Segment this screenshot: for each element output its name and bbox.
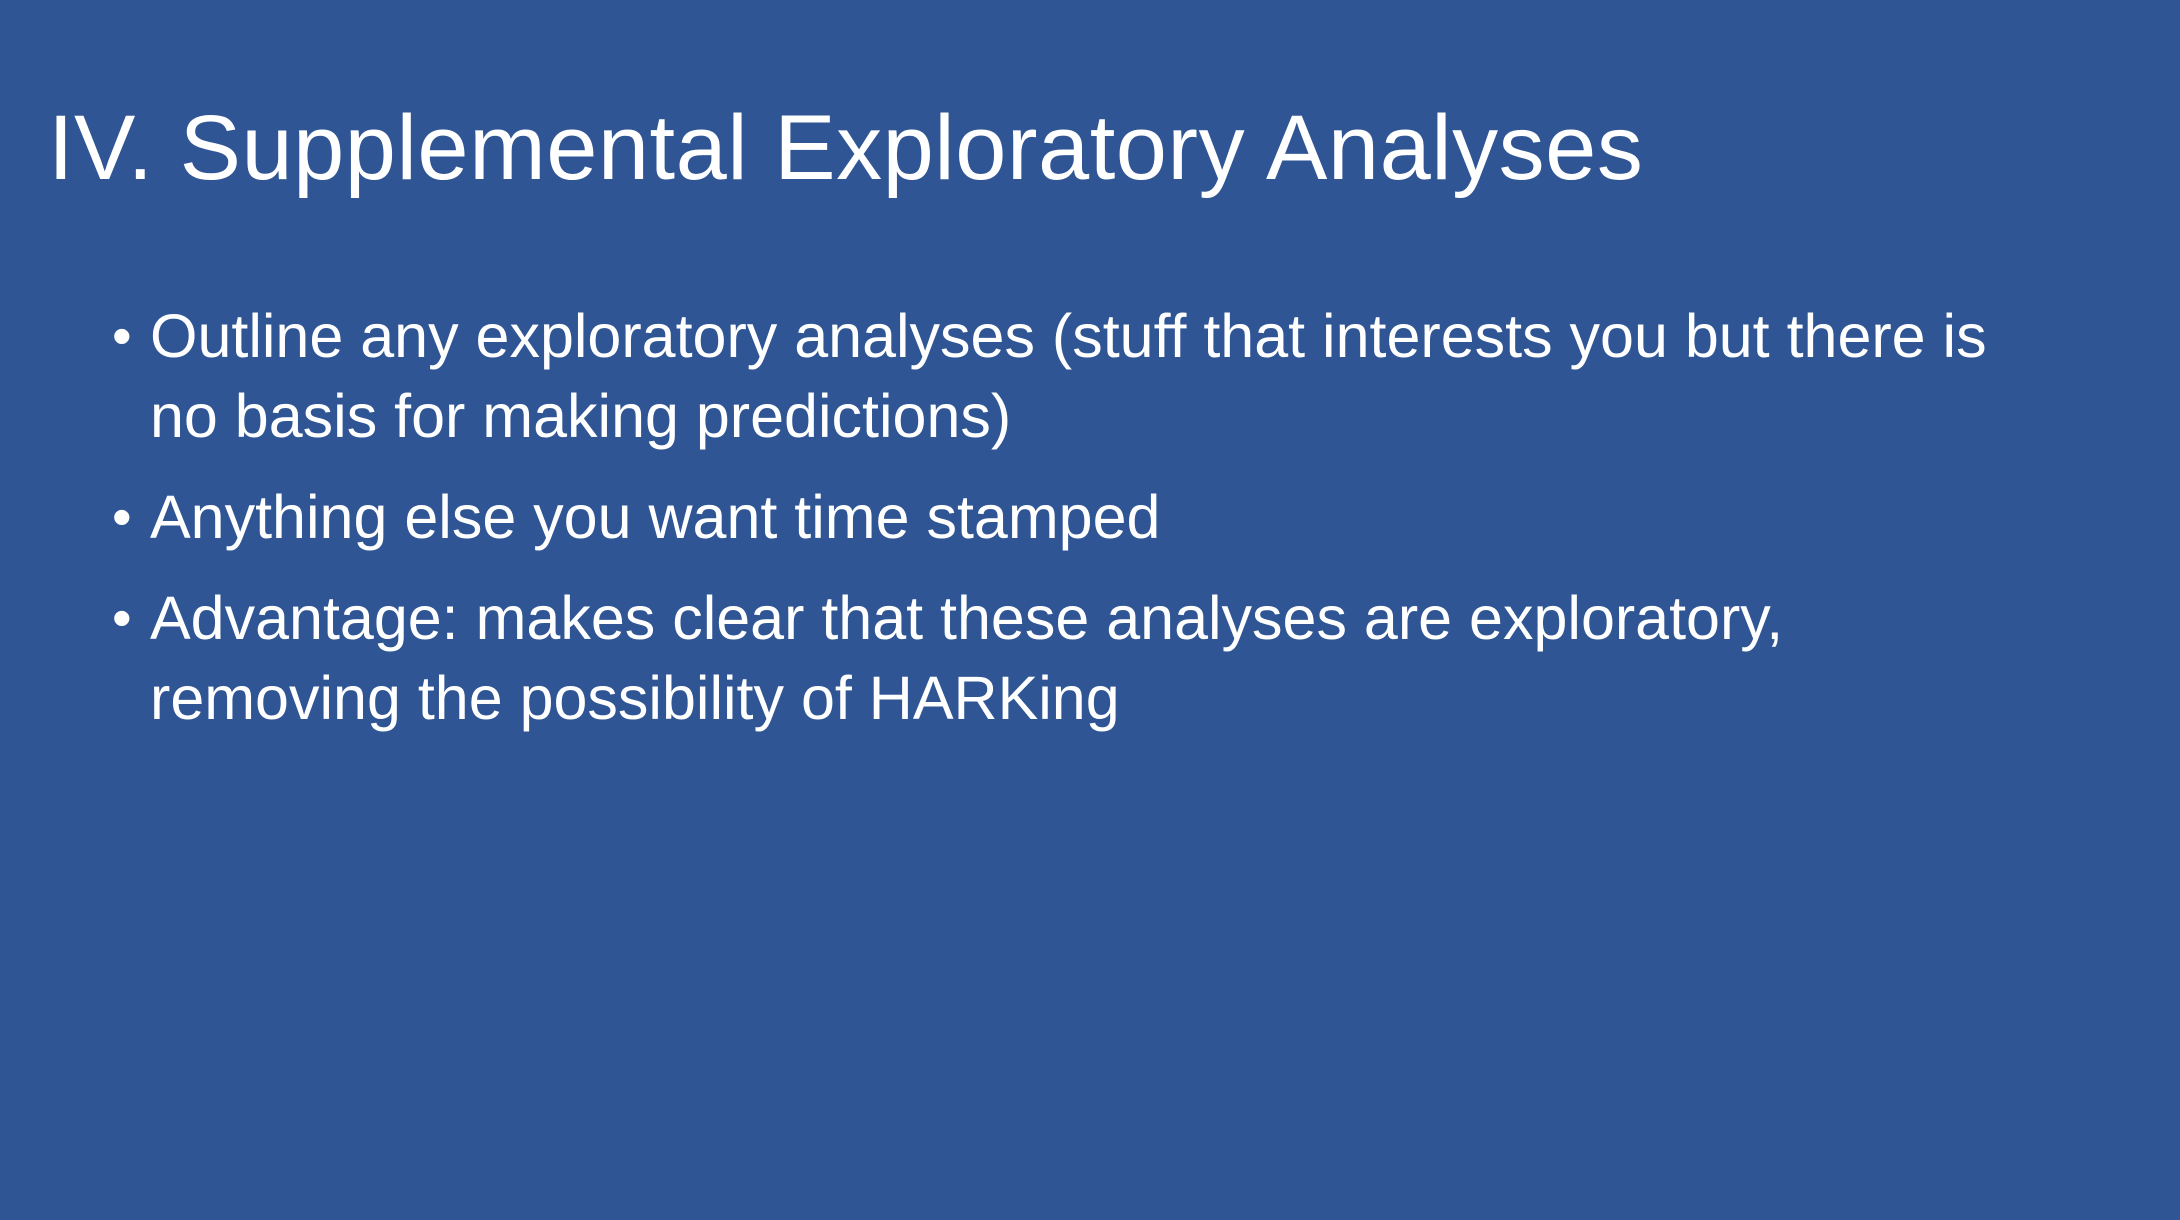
bullet-item: • Anything else you want time stamped	[112, 477, 2012, 557]
bullet-dot-icon: •	[112, 304, 132, 367]
bullet-text: Anything else you want time stamped	[150, 483, 1161, 551]
bullet-text: Advantage: makes clear that these analys…	[150, 584, 1784, 732]
slide-title: IV. Supplemental Exploratory Analyses	[48, 97, 1644, 199]
bullet-item: • Outline any exploratory analyses (stuf…	[112, 296, 2012, 456]
bullet-text: Outline any exploratory analyses (stuff …	[150, 302, 1987, 450]
bullet-list: • Outline any exploratory analyses (stuf…	[112, 296, 2012, 759]
bullet-dot-icon: •	[112, 485, 132, 548]
bullet-dot-icon: •	[112, 586, 132, 649]
bullet-item: • Advantage: makes clear that these anal…	[112, 578, 2012, 738]
